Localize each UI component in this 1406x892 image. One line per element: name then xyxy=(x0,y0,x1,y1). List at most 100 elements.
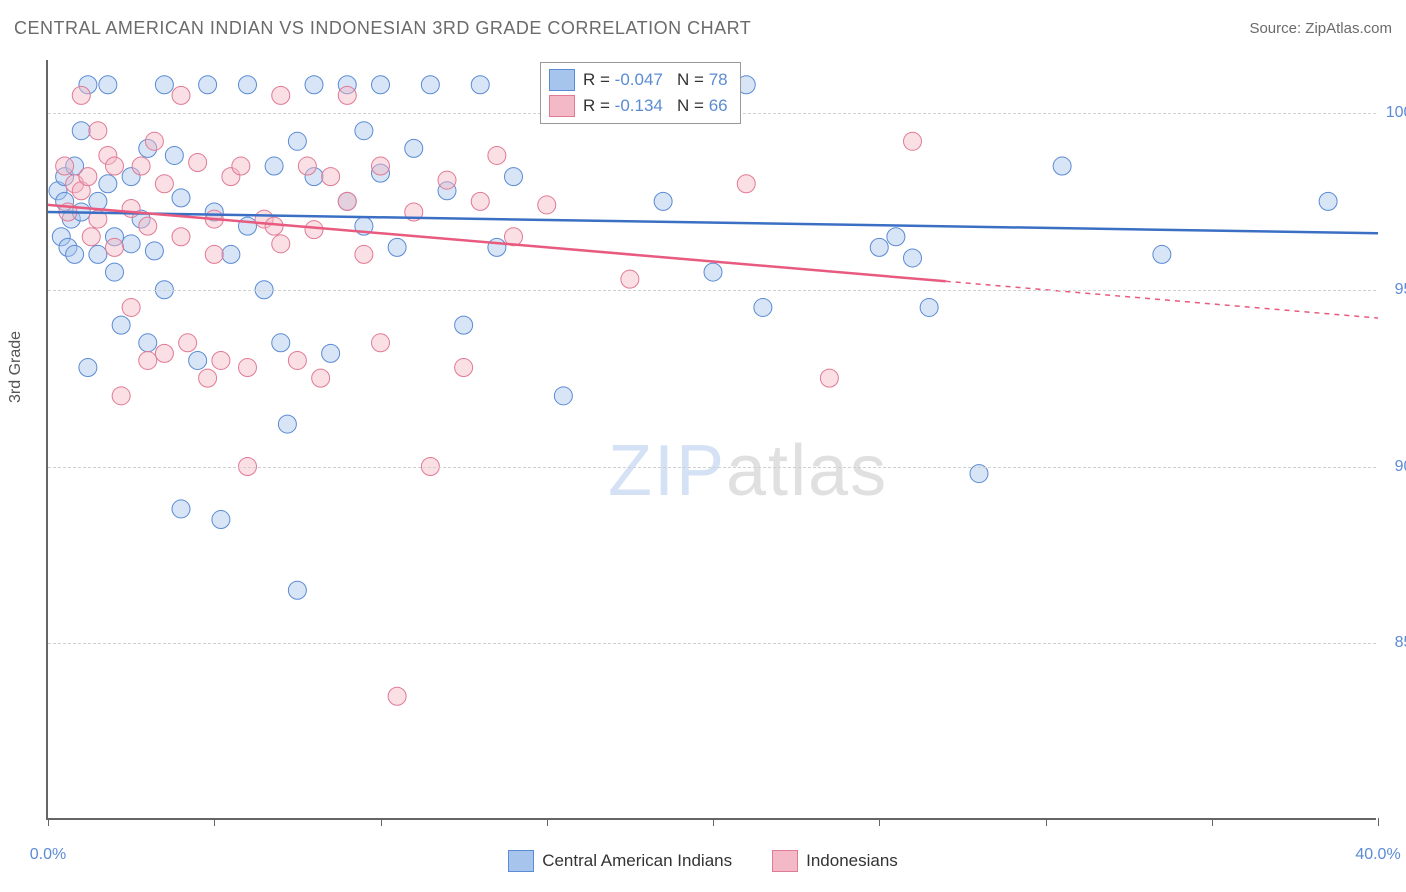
data-point xyxy=(172,189,190,207)
data-point xyxy=(79,168,97,186)
data-point xyxy=(388,687,406,705)
data-point xyxy=(278,415,296,433)
data-point xyxy=(239,76,257,94)
data-point xyxy=(355,245,373,263)
x-tick xyxy=(1378,818,1379,826)
data-point xyxy=(870,238,888,256)
data-point xyxy=(438,171,456,189)
data-point xyxy=(122,298,140,316)
data-point xyxy=(222,245,240,263)
data-point xyxy=(288,581,306,599)
data-point xyxy=(471,192,489,210)
chart-title: CENTRAL AMERICAN INDIAN VS INDONESIAN 3R… xyxy=(14,18,751,39)
data-point xyxy=(106,263,124,281)
data-point xyxy=(139,217,157,235)
data-point xyxy=(72,122,90,140)
data-point xyxy=(199,76,217,94)
data-point xyxy=(887,228,905,246)
data-point xyxy=(322,344,340,362)
data-point xyxy=(322,168,340,186)
data-point xyxy=(132,157,150,175)
data-point xyxy=(89,245,107,263)
x-tick xyxy=(381,818,382,826)
data-point xyxy=(920,298,938,316)
grid-line xyxy=(48,290,1376,291)
data-point xyxy=(298,157,316,175)
data-point xyxy=(505,168,523,186)
data-point xyxy=(372,157,390,175)
data-point xyxy=(265,217,283,235)
data-point xyxy=(172,86,190,104)
y-axis-title: 3rd Grade xyxy=(7,331,25,403)
trend-line-extrapolated xyxy=(946,281,1378,318)
legend-swatch xyxy=(772,850,798,872)
data-point xyxy=(272,334,290,352)
data-point xyxy=(305,221,323,239)
data-point xyxy=(179,334,197,352)
data-point xyxy=(99,175,117,193)
data-point xyxy=(265,157,283,175)
data-point xyxy=(199,369,217,387)
data-point xyxy=(139,334,157,352)
data-point xyxy=(305,76,323,94)
x-tick xyxy=(214,818,215,826)
legend-stats: R = -0.134 N = 66 xyxy=(583,96,728,116)
legend-row: R = -0.047 N = 78 xyxy=(549,67,728,93)
data-point xyxy=(488,146,506,164)
source-label: Source: ZipAtlas.com xyxy=(1249,20,1392,37)
data-point xyxy=(704,263,722,281)
data-point xyxy=(89,122,107,140)
data-point xyxy=(112,316,130,334)
data-point xyxy=(272,235,290,253)
data-point xyxy=(165,146,183,164)
bottom-legend-item: Central American Indians xyxy=(508,850,732,872)
data-point xyxy=(455,359,473,377)
data-point xyxy=(1053,157,1071,175)
x-tick xyxy=(879,818,880,826)
data-point xyxy=(338,192,356,210)
data-point xyxy=(338,86,356,104)
legend-swatch xyxy=(549,95,575,117)
bottom-legend-label: Indonesians xyxy=(806,851,898,871)
data-point xyxy=(82,228,100,246)
x-tick xyxy=(713,818,714,826)
data-point xyxy=(621,270,639,288)
legend-row: R = -0.134 N = 66 xyxy=(549,93,728,119)
data-point xyxy=(155,175,173,193)
data-point xyxy=(145,242,163,260)
data-point xyxy=(232,157,250,175)
data-point xyxy=(155,76,173,94)
bottom-legend-item: Indonesians xyxy=(772,850,898,872)
data-point xyxy=(288,132,306,150)
data-point xyxy=(172,500,190,518)
data-point xyxy=(272,86,290,104)
data-point xyxy=(155,344,173,362)
data-point xyxy=(212,511,230,529)
data-point xyxy=(455,316,473,334)
data-point xyxy=(754,298,772,316)
bottom-legend-label: Central American Indians xyxy=(542,851,732,871)
grid-line xyxy=(48,467,1376,468)
data-point xyxy=(79,359,97,377)
x-tick xyxy=(48,818,49,826)
data-point xyxy=(904,249,922,267)
data-point xyxy=(1319,192,1337,210)
data-point xyxy=(388,238,406,256)
data-point xyxy=(239,359,257,377)
data-point xyxy=(189,154,207,172)
data-point xyxy=(106,157,124,175)
legend-swatch xyxy=(549,69,575,91)
plot-area: ZIPatlas 85.0%90.0%95.0%100.0%0.0%40.0% xyxy=(46,60,1376,820)
data-point xyxy=(106,238,124,256)
data-point xyxy=(1153,245,1171,263)
data-point xyxy=(538,196,556,214)
grid-line xyxy=(48,643,1376,644)
data-point xyxy=(189,351,207,369)
data-point xyxy=(99,76,117,94)
data-point xyxy=(355,122,373,140)
data-point xyxy=(205,245,223,263)
data-point xyxy=(139,351,157,369)
x-tick xyxy=(547,818,548,826)
x-tick xyxy=(1212,818,1213,826)
data-point xyxy=(405,139,423,157)
